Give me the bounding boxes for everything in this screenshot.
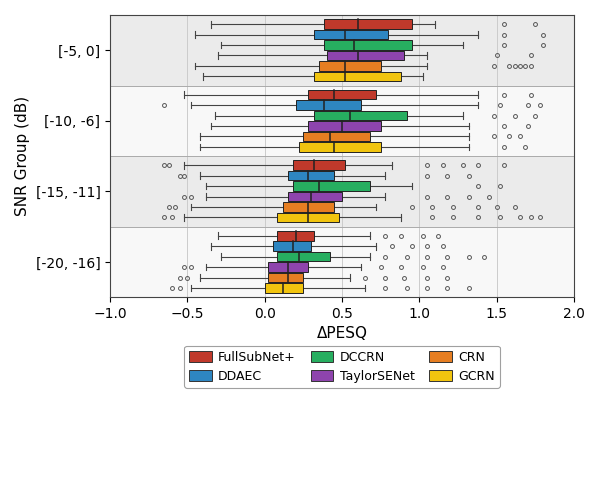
Bar [299, 142, 381, 152]
Bar [304, 132, 370, 141]
Bar [110, 227, 574, 297]
Bar [319, 61, 381, 71]
Bar [283, 202, 334, 212]
Bar [296, 100, 361, 110]
Bar [323, 20, 412, 29]
Bar [293, 181, 370, 191]
Bar [293, 161, 345, 170]
Bar [110, 86, 574, 156]
Legend: FullSubNet+, DDAEC, DCCRN, TaylorSENet, CRN, GCRN: FullSubNet+, DDAEC, DCCRN, TaylorSENet, … [184, 346, 500, 388]
Bar [110, 156, 574, 227]
Bar [268, 273, 304, 282]
Bar [308, 90, 376, 99]
Bar [323, 40, 412, 50]
X-axis label: ΔPESQ: ΔPESQ [317, 326, 368, 341]
Bar [308, 121, 381, 131]
Y-axis label: SNR Group (dB): SNR Group (dB) [15, 96, 30, 216]
Bar [288, 192, 342, 201]
Bar [265, 283, 304, 293]
Bar [277, 213, 339, 222]
Bar [314, 72, 401, 81]
Bar [288, 171, 334, 181]
Bar [314, 30, 388, 39]
Bar [272, 241, 311, 251]
Bar [277, 252, 330, 261]
Bar [110, 15, 574, 86]
Bar [277, 231, 314, 240]
Bar [268, 262, 308, 272]
Bar [314, 111, 407, 120]
Bar [326, 51, 404, 60]
